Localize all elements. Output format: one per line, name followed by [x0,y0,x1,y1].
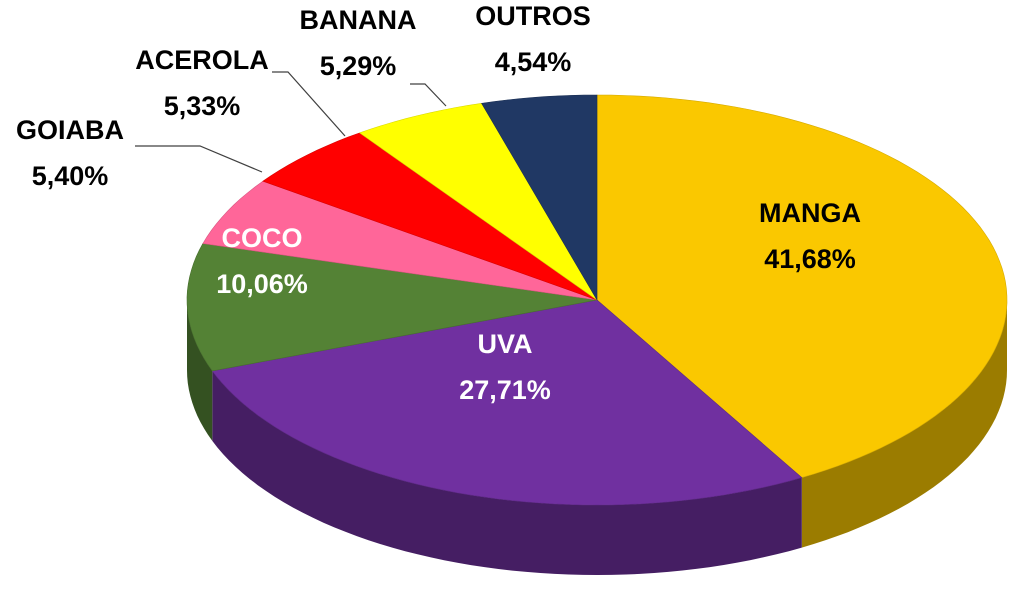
slice-label: UVA [477,329,532,359]
slice [596,94,1008,478]
slice [358,102,598,301]
value-label: 5,33% [164,91,241,121]
value-label: 5,40% [32,161,109,191]
slice-label: GOIABA [16,115,124,145]
slice-label: ACEROLA [135,45,269,75]
slice [202,180,598,301]
slice-label: BANANA [300,5,417,35]
leader-line [272,71,346,137]
slice-label: COCO [222,223,303,253]
value-label: 10,06% [216,269,308,299]
slice [481,94,598,302]
slice-label: MANGA [759,198,861,228]
slice [262,132,598,301]
value-label: 41,68% [764,244,856,274]
slice-label: OUTROS [475,1,591,31]
pie-tops [186,94,1008,506]
leader-line [135,145,263,173]
value-label: 4,54% [495,47,572,77]
value-label: 27,71% [459,375,551,405]
slice [211,299,803,506]
labels: MANGA 41,68% UVA 27,71% COCO 10,06% GOIABA 5,40… [16,1,861,405]
slice-side [801,300,1007,548]
leader-line [410,83,447,107]
value-label: 5,29% [320,51,397,81]
slice-side [212,370,802,575]
slice-side [187,300,213,441]
pie-sides [187,300,1007,575]
slice [186,243,598,372]
